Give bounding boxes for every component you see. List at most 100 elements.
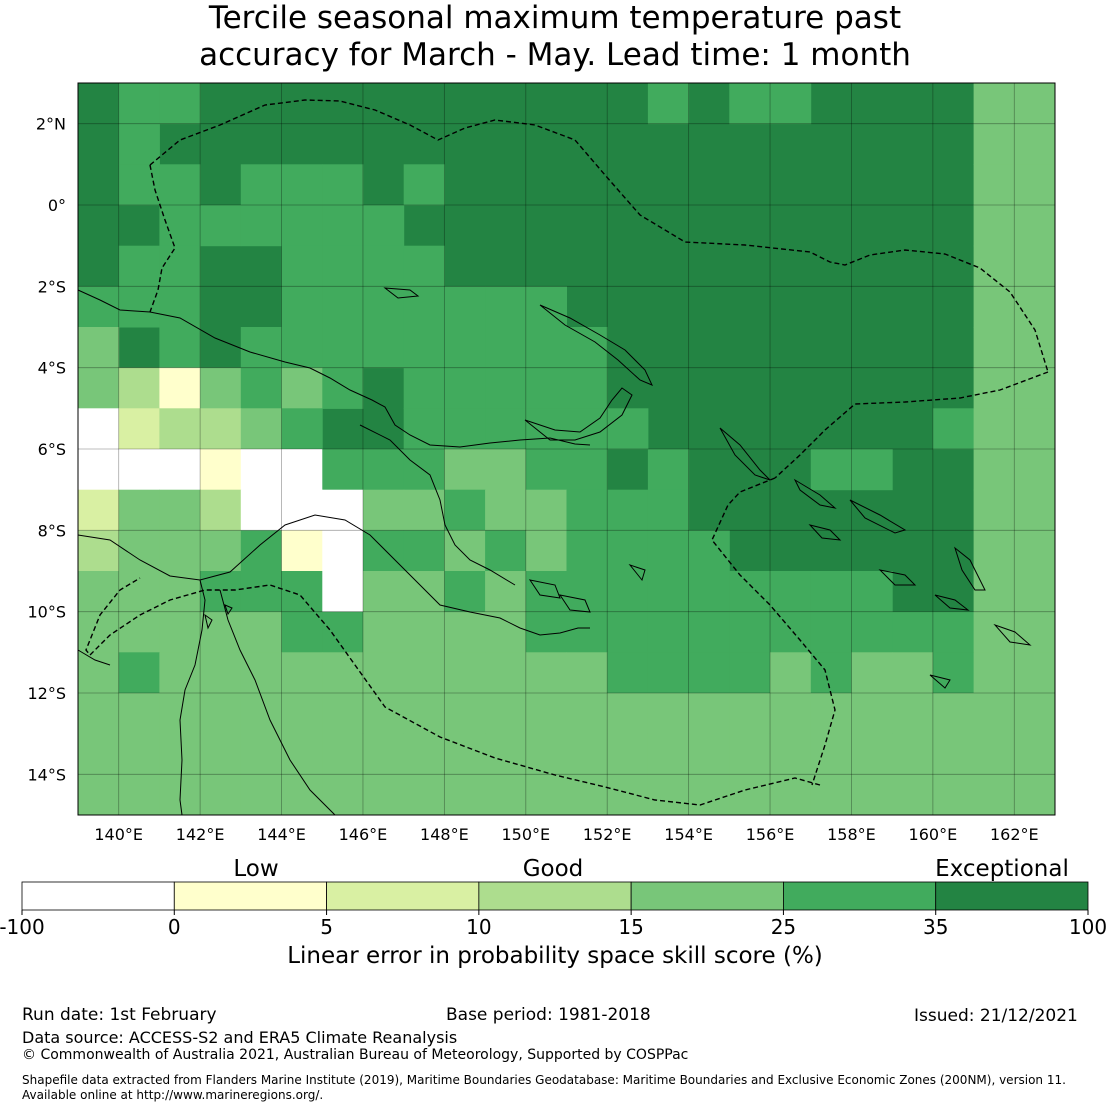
png-eez-east [774, 371, 1049, 479]
grid-cell [159, 489, 201, 531]
grid-cell [281, 449, 323, 491]
grid-cell [322, 245, 364, 287]
grid-cell [892, 693, 934, 735]
lat-label: 10°S [27, 603, 66, 622]
grid-cell [485, 449, 527, 491]
grid-cell [810, 693, 852, 735]
grid-cell [1014, 449, 1056, 491]
grid-cell [444, 367, 486, 409]
grid-cell [240, 530, 282, 572]
grid-cell [973, 652, 1015, 694]
grid-cell [403, 489, 445, 531]
grid-cell [566, 652, 608, 694]
new-britain [524, 387, 633, 441]
grid-cell [1014, 286, 1056, 328]
grid-cell [770, 652, 812, 694]
grid-cell [322, 286, 364, 328]
solomon-guadalcanal [878, 569, 917, 586]
grid-cell [159, 530, 201, 572]
skill-score-grid [78, 83, 1056, 816]
grid-cell [118, 733, 160, 775]
grid-cell [770, 571, 812, 613]
grid-cell [566, 489, 608, 531]
grid-cell [159, 611, 201, 653]
grid-cell [688, 530, 730, 572]
grid-cell [647, 611, 690, 653]
grid-cell [444, 449, 486, 491]
lon-label: 160°E [909, 825, 958, 844]
grid-cell [444, 327, 486, 369]
grid-cell [810, 652, 852, 694]
lon-label: 158°E [827, 825, 876, 844]
grid-cell [1014, 83, 1056, 125]
grid-cell [444, 652, 486, 694]
grid-cell [363, 489, 405, 531]
grid-cell [200, 733, 242, 775]
longitude-labels: 140°E 142°E 144°E 146°E 148°E 150°E 152°E 154°E… [94, 825, 1038, 844]
grid-cell [607, 733, 649, 775]
grid-cell [403, 408, 445, 450]
grid-cell [1014, 327, 1056, 369]
grid-cell [118, 652, 160, 694]
grid-cell [281, 367, 323, 409]
lon-label: 140°E [94, 825, 143, 844]
lon-label: 146°E [339, 825, 388, 844]
grid-cell [973, 774, 1015, 816]
map-title: Tercile seasonal maximum temperature pas… [0, 0, 1110, 74]
grid-cell [525, 489, 567, 531]
grid-cell [200, 774, 242, 816]
grid-cell [892, 774, 934, 816]
grid-cell [892, 611, 934, 653]
grid-cell [78, 530, 120, 572]
grid-cell [566, 693, 608, 735]
milne-bay-islands [528, 563, 646, 613]
grid-cell [485, 530, 527, 572]
grid-cell [607, 774, 649, 816]
grid-cell [973, 530, 1015, 572]
papuan-peninsula [359, 424, 516, 586]
png-eez-south [85, 577, 821, 806]
cape-york-east [219, 589, 336, 816]
grid-cell [607, 530, 649, 572]
coastlines [77, 287, 1032, 816]
run-date: Run date: 1st February [22, 1005, 217, 1025]
grid-cell [892, 652, 934, 694]
grid-cell [403, 449, 445, 491]
colorbar [21, 881, 1089, 911]
grid-cell [729, 83, 771, 125]
lon-label: 150°E [501, 825, 550, 844]
lon-label: 154°E [664, 825, 713, 844]
grid-cell [240, 652, 282, 694]
grid-cell [607, 652, 649, 694]
grid-cell [525, 327, 567, 369]
grid-cell [281, 733, 323, 775]
gulf-coast [77, 649, 111, 666]
grid-cell [118, 530, 160, 572]
grid-cell [973, 327, 1015, 369]
shapefile-credit-2: Available online at http://www.marinereg… [22, 1088, 324, 1102]
grid-cell [973, 205, 1015, 247]
grid-cell [973, 164, 1015, 206]
grid-cell [159, 367, 201, 409]
grid-cell [688, 693, 730, 735]
grid-cell [932, 693, 975, 735]
lat-label: 14°S [27, 765, 66, 784]
grid-cell [729, 571, 771, 613]
grid-cell [444, 571, 486, 613]
grid-cell [240, 449, 282, 491]
grid-cell [403, 571, 445, 613]
grid-cell [200, 652, 242, 694]
grid-cell [159, 449, 201, 491]
grid-cell [892, 733, 934, 775]
bougainville [719, 427, 771, 481]
grid-cell [363, 245, 405, 287]
grid-cell [118, 489, 160, 531]
grid-cell [200, 449, 242, 491]
grid-cell [403, 652, 445, 694]
grid-cell [566, 327, 608, 369]
grid-cell [78, 733, 120, 775]
grid-cell [403, 367, 445, 409]
grid-cell [485, 611, 527, 653]
lon-label: 148°E [420, 825, 469, 844]
grid-cell [363, 327, 405, 369]
